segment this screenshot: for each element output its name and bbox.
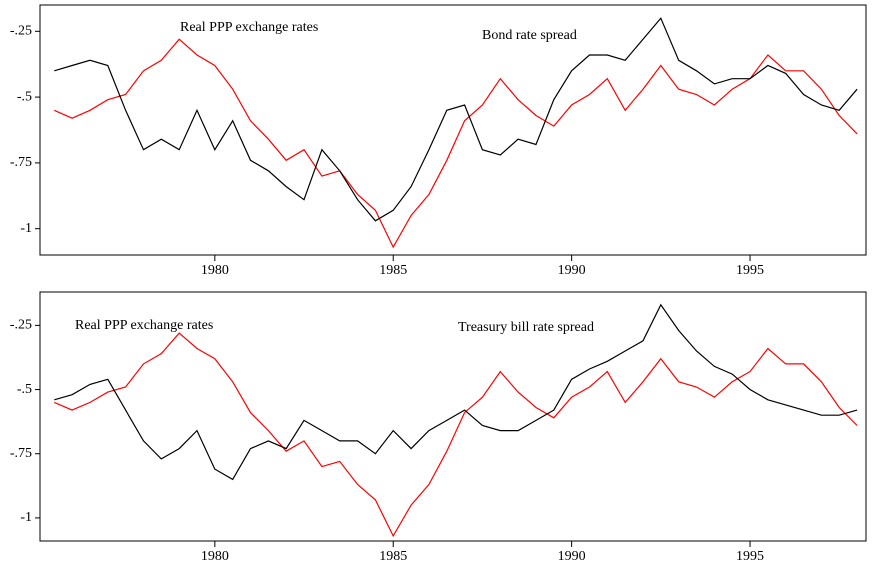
y-tick-label: -.75 — [10, 155, 32, 170]
y-tick-label: -1 — [20, 221, 32, 236]
annotation: Real PPP exchange rates — [180, 20, 318, 35]
x-tick-label: 1980 — [201, 263, 229, 278]
annotation: Real PPP exchange rates — [75, 318, 213, 333]
series-line — [54, 38, 858, 249]
x-tick-label: 1980 — [201, 549, 229, 564]
x-tick-label: 1985 — [379, 549, 407, 564]
series-line — [54, 17, 858, 222]
plot-frame — [39, 4, 867, 256]
y-tick-label: -.75 — [10, 446, 32, 461]
annotation: Treasury bill rate spread — [458, 320, 594, 335]
y-tick-label: -.25 — [10, 318, 32, 333]
x-tick-label: 1985 — [379, 263, 407, 278]
plot-frame — [39, 291, 867, 542]
x-tick-label: 1990 — [558, 263, 586, 278]
x-tick-label: 1990 — [558, 549, 586, 564]
y-tick-label: -.5 — [17, 382, 32, 397]
y-tick-label: -.5 — [17, 89, 32, 104]
y-tick-label: -1 — [20, 510, 32, 525]
series-line — [54, 332, 858, 538]
annotation: Bond rate spread — [482, 28, 577, 43]
x-tick-label: 1995 — [736, 549, 764, 564]
x-tick-label: 1995 — [736, 263, 764, 278]
y-tick-label: -.25 — [10, 24, 32, 39]
series-line — [54, 303, 858, 481]
